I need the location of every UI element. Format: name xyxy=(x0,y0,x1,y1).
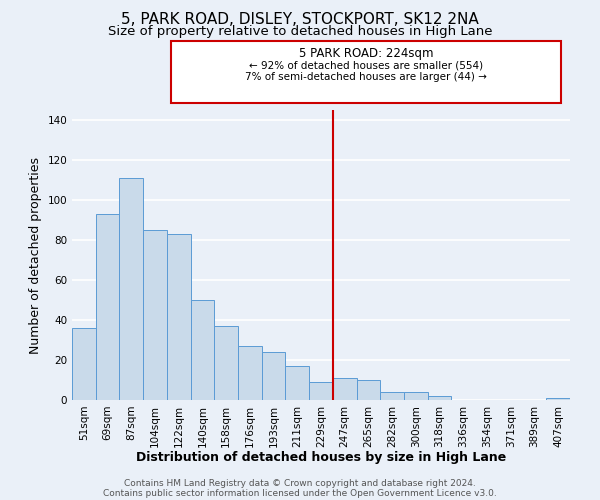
Bar xyxy=(356,380,380,400)
Bar xyxy=(404,392,428,400)
Bar xyxy=(380,392,404,400)
Bar xyxy=(96,214,119,400)
Y-axis label: Number of detached properties: Number of detached properties xyxy=(29,156,42,354)
Text: ← 92% of detached houses are smaller (554): ← 92% of detached houses are smaller (55… xyxy=(249,61,483,71)
Bar xyxy=(309,382,333,400)
Bar xyxy=(119,178,143,400)
Bar xyxy=(428,396,451,400)
Bar xyxy=(286,366,309,400)
Text: 7% of semi-detached houses are larger (44) →: 7% of semi-detached houses are larger (4… xyxy=(245,72,487,83)
Bar xyxy=(167,234,191,400)
Text: Contains HM Land Registry data © Crown copyright and database right 2024.: Contains HM Land Registry data © Crown c… xyxy=(124,479,476,488)
Text: 5 PARK ROAD: 224sqm: 5 PARK ROAD: 224sqm xyxy=(299,48,433,60)
Bar xyxy=(191,300,214,400)
Bar xyxy=(72,328,96,400)
Text: Size of property relative to detached houses in High Lane: Size of property relative to detached ho… xyxy=(108,25,492,38)
Text: Distribution of detached houses by size in High Lane: Distribution of detached houses by size … xyxy=(136,451,506,464)
Bar xyxy=(333,378,356,400)
Bar xyxy=(238,346,262,400)
Bar xyxy=(546,398,570,400)
Text: Contains public sector information licensed under the Open Government Licence v3: Contains public sector information licen… xyxy=(103,489,497,498)
Bar xyxy=(214,326,238,400)
Text: 5, PARK ROAD, DISLEY, STOCKPORT, SK12 2NA: 5, PARK ROAD, DISLEY, STOCKPORT, SK12 2N… xyxy=(121,12,479,28)
Bar xyxy=(262,352,286,400)
Bar xyxy=(143,230,167,400)
